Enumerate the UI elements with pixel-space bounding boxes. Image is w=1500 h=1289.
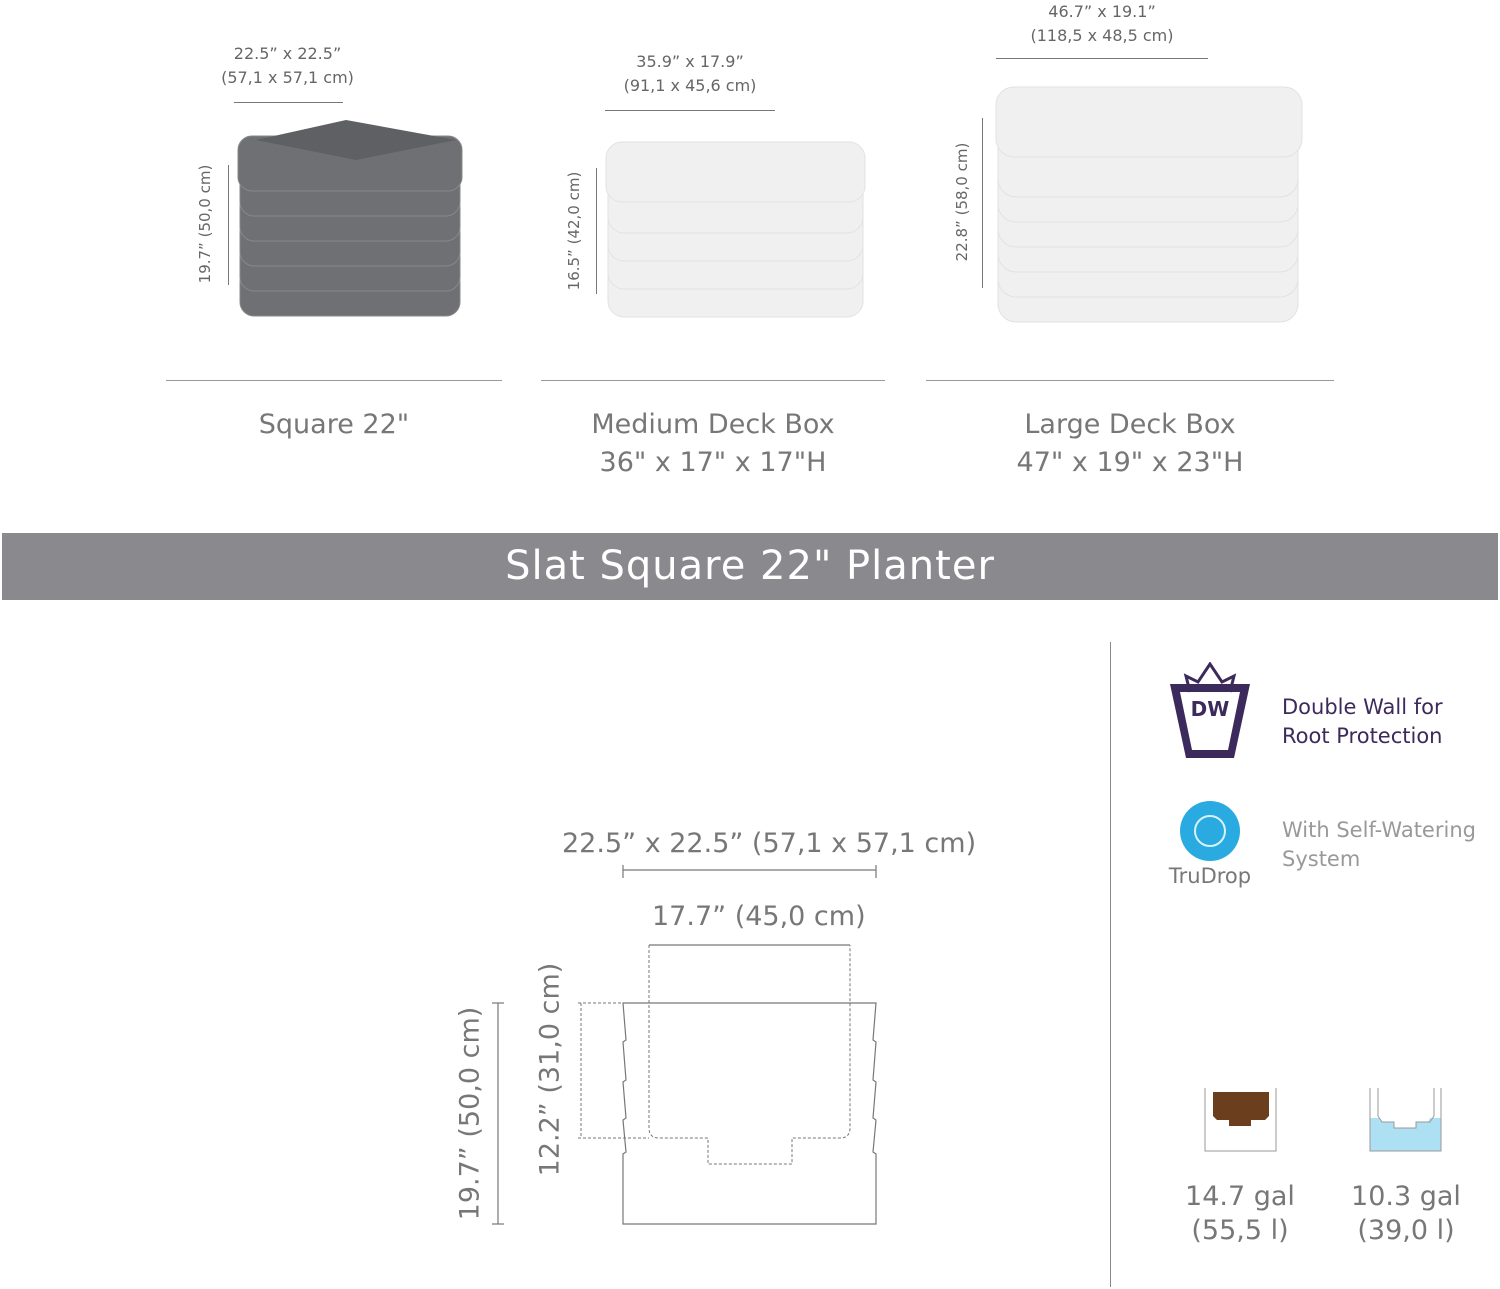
trudrop-logo-text: TruDrop	[1168, 864, 1252, 888]
vertical-divider	[1110, 642, 1111, 1287]
soil-liters: (55,5 l)	[1191, 1215, 1289, 1246]
product-size-large: 47" x 19" x 23"H	[1016, 447, 1244, 478]
medium-height: 16.5” (42,0 cm)	[565, 171, 583, 291]
feature-label: System	[1282, 847, 1361, 871]
square-width-line	[234, 102, 343, 103]
product-name-medium: Medium Deck Box	[591, 409, 835, 440]
soil-capacity: 14.7 gal (55,5 l)	[1180, 1180, 1300, 1248]
double-wall-icon: DW	[1170, 662, 1250, 758]
water-capacity: 10.3 gal (39,0 l)	[1346, 1180, 1466, 1248]
square-dim-in: 22.5” x 22.5”	[233, 44, 342, 63]
water-reservoir-icon	[1369, 1088, 1442, 1152]
large-dim-cm: (118,5 x 48,5 cm)	[1030, 26, 1174, 45]
feature-label: Root Protection	[1282, 724, 1443, 748]
soil-volume-icon	[1204, 1088, 1277, 1152]
dw-badge: DW	[1191, 697, 1230, 721]
medium-height-line	[596, 168, 597, 294]
water-gal: 10.3 gal	[1351, 1181, 1461, 1212]
divider	[166, 380, 502, 381]
banner-title: Slat Square 22" Planter	[2, 533, 1498, 600]
feature-self-watering: With Self-Watering System	[1282, 816, 1476, 874]
square-planter-image	[237, 120, 463, 317]
soil-gal: 14.7 gal	[1185, 1181, 1295, 1212]
large-height: 22.8” (58,0 cm)	[953, 142, 971, 262]
diagram-inner-width: 17.7” (45,0 cm)	[652, 901, 866, 932]
large-height-line	[982, 118, 983, 288]
medium-planter-image	[605, 141, 866, 318]
square-height: 19.7” (50,0 cm)	[196, 164, 214, 284]
divider	[926, 380, 1334, 381]
square-dim-cm: (57,1 x 57,1 cm)	[221, 68, 354, 87]
diagram-outer-width: 22.5” x 22.5” (57,1 x 57,1 cm)	[562, 828, 977, 859]
medium-dim-in: 35.9” x 17.9”	[636, 52, 744, 71]
feature-label: Double Wall for	[1282, 695, 1443, 719]
medium-width-line	[605, 110, 775, 111]
square-height-line	[228, 165, 229, 285]
large-dim-in: 46.7” x 19.1”	[1048, 2, 1156, 21]
water-liters: (39,0 l)	[1357, 1215, 1455, 1246]
planter-cross-section	[492, 865, 877, 1225]
large-planter-image	[995, 86, 1303, 323]
product-name-large: Large Deck Box	[1024, 409, 1236, 440]
product-name-square: Square 22"	[258, 409, 410, 440]
feature-label: With Self-Watering	[1282, 818, 1476, 842]
feature-double-wall: Double Wall for Root Protection	[1282, 693, 1443, 751]
trudrop-icon	[1180, 801, 1240, 861]
large-width-line	[996, 58, 1208, 59]
medium-dim-cm: (91,1 x 45,6 cm)	[623, 76, 757, 95]
product-size-medium: 36" x 17" x 17"H	[599, 447, 827, 478]
divider	[541, 380, 885, 381]
